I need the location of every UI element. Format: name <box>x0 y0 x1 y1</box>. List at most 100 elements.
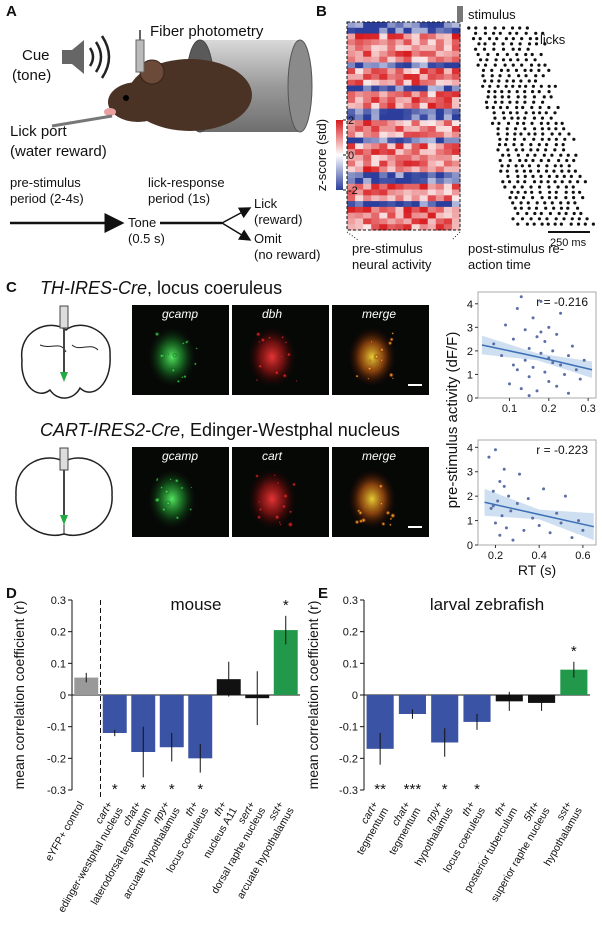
lick-dot <box>506 164 510 168</box>
cell <box>380 521 386 527</box>
fluorescence <box>248 327 296 387</box>
heatmap-cell <box>435 39 445 46</box>
heatmap-cell <box>419 56 429 63</box>
point <box>543 339 547 343</box>
heatmap-cell <box>435 120 445 127</box>
heatmap-cell <box>395 137 404 144</box>
heatmap-cell <box>355 160 364 167</box>
lick-dot <box>503 63 507 67</box>
cell <box>175 515 180 520</box>
heatmap-cell <box>379 33 388 40</box>
heatmap-cell <box>419 183 429 191</box>
heatmap-cell <box>387 126 396 133</box>
lick-dot <box>553 164 557 168</box>
heatmap-cell <box>403 143 413 150</box>
heatmap-cell <box>403 189 413 196</box>
cell <box>287 521 294 528</box>
heatmap-cell <box>387 120 396 127</box>
lick-dot <box>539 174 543 178</box>
heatmap-cell <box>403 131 413 139</box>
lick-dot <box>554 137 558 141</box>
heatmap-cell <box>355 108 364 115</box>
lick-dot <box>515 52 519 57</box>
heatmap-cell <box>395 45 404 52</box>
heatmap-cell <box>403 166 413 173</box>
cell <box>154 497 160 503</box>
panel-title: CART-IRES2-Cre, Edinger-Westphal nucleus <box>40 420 400 440</box>
cell <box>364 505 367 508</box>
heatmap-cell <box>419 143 429 150</box>
heatmap-cell <box>427 137 437 144</box>
timeline-label: (0.5 s) <box>128 231 165 246</box>
heatmap-cell <box>451 74 461 81</box>
lick-dot <box>491 105 495 110</box>
heatmap-cell <box>355 201 364 208</box>
heatmap-cell <box>403 114 413 121</box>
cell <box>162 354 166 358</box>
lick-dot <box>576 180 580 184</box>
heatmap-cell <box>443 154 453 162</box>
timeline-label: period (1s) <box>148 191 210 206</box>
lick-dot <box>477 42 481 46</box>
heatmap-cell <box>443 91 453 98</box>
heatmap-cell <box>379 131 388 139</box>
lick-dot <box>504 84 508 88</box>
lick-dot <box>566 201 570 205</box>
lick-port <box>51 114 113 128</box>
heatmap-cell <box>387 39 396 46</box>
heatmap-cell <box>371 56 380 63</box>
lick-dot <box>529 143 533 147</box>
lick-dot <box>481 84 485 88</box>
lick-dot <box>516 153 520 157</box>
lick-dot <box>530 121 534 125</box>
lick-dot <box>559 206 564 210</box>
lick-dot <box>537 68 541 72</box>
heatmap-cell <box>363 39 372 46</box>
heatmap-cell <box>347 74 356 81</box>
bar <box>131 695 156 752</box>
y-tick-label: 0.3 <box>51 595 66 607</box>
heatmap-cell <box>411 189 421 196</box>
lick-dot <box>542 153 546 157</box>
lick-dot <box>520 217 525 221</box>
heatmap-cell <box>387 154 396 162</box>
heatmap-cell <box>363 120 372 127</box>
heatmap-cell <box>427 114 437 121</box>
lick-dot <box>507 74 511 78</box>
lick-dot <box>553 148 557 152</box>
heatmap-cell <box>443 85 453 92</box>
heatmap-cell <box>411 45 421 52</box>
lick-dot <box>515 100 519 104</box>
lick-dot <box>488 84 492 88</box>
channel-label: dbh <box>262 307 282 321</box>
lick-dot <box>514 196 518 200</box>
heatmap-cell <box>379 166 388 173</box>
y-axis-label: mean correlation coefficient (r) <box>305 601 321 790</box>
heatmap-cell <box>427 91 437 98</box>
cell <box>388 523 392 527</box>
heatmap-cell <box>379 79 388 87</box>
heatmap-cell <box>395 50 404 58</box>
bracket <box>346 231 461 241</box>
lick-dot <box>522 121 526 125</box>
point <box>578 377 582 381</box>
heatmap-cell <box>395 39 404 46</box>
heatmap-cell <box>451 195 461 202</box>
lick-dot <box>515 121 520 125</box>
point <box>507 494 511 498</box>
heatmap-cell <box>371 218 380 225</box>
heatmap-cell <box>435 74 445 81</box>
heatmap-cell <box>419 108 429 115</box>
heatmap-cell <box>379 102 388 110</box>
point <box>498 480 502 484</box>
outcome-label: Omit <box>254 231 282 246</box>
point <box>515 306 519 310</box>
lick-dot <box>516 116 520 120</box>
heatmap-cell <box>371 195 380 202</box>
significance: * <box>474 781 480 798</box>
heatmap-cell <box>403 102 413 110</box>
lick-dot <box>518 158 522 163</box>
lick-dot <box>530 105 534 110</box>
lick-dot <box>507 153 511 157</box>
cell <box>181 341 185 345</box>
